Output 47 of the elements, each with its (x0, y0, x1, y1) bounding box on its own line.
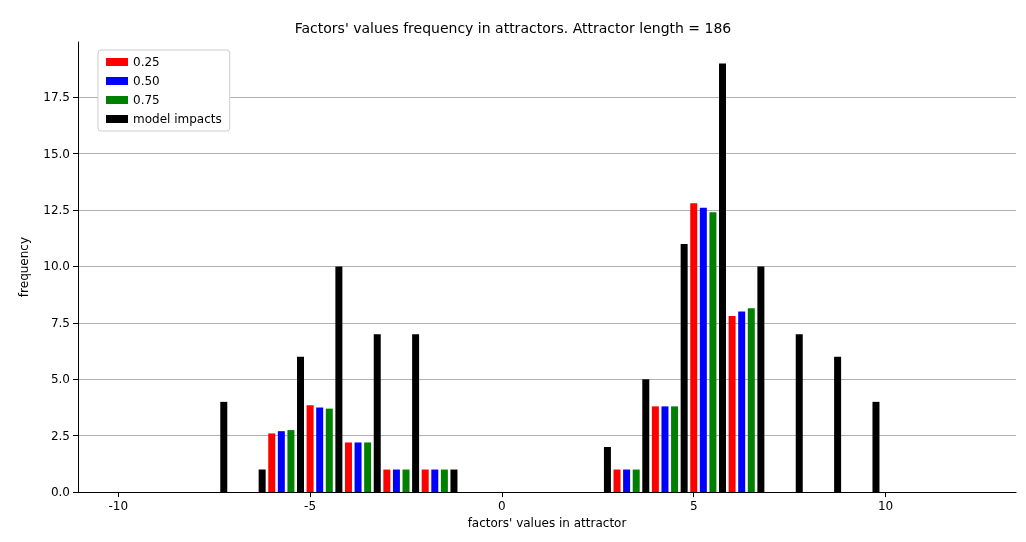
bar (402, 469, 410, 493)
y-tick-label: 15.0 (43, 146, 70, 161)
bar (268, 433, 276, 493)
legend-label: 0.75 (133, 93, 160, 107)
bar (392, 469, 400, 493)
legend-label: 0.25 (133, 55, 160, 69)
x-tick-label: 0 (498, 499, 506, 514)
y-tick-label: 10.0 (43, 259, 70, 274)
bar (431, 469, 439, 493)
y-tick-label: 7.5 (50, 315, 70, 330)
bar (277, 431, 285, 493)
bar (306, 405, 314, 493)
bar (632, 469, 640, 493)
chart-title: Factors' values frequency in attractors. Attractor length = 186 (294, 20, 732, 36)
bar (709, 212, 717, 493)
bar (440, 469, 448, 493)
bar (344, 442, 352, 493)
bar (661, 406, 669, 493)
y-tick-label: 2.5 (50, 428, 70, 443)
y-tick-label: 17.5 (43, 90, 70, 105)
bar (699, 207, 707, 493)
legend-label: model impacts (133, 112, 222, 126)
y-tick-label: 12.5 (43, 203, 70, 218)
bar (383, 469, 391, 493)
bar (738, 311, 746, 493)
y-tick-label: 5.0 (50, 372, 70, 387)
bar (747, 308, 755, 493)
bar (421, 469, 429, 493)
x-tick-label: 10 (877, 499, 894, 514)
bar (316, 407, 324, 493)
bar (651, 406, 659, 493)
bar (671, 406, 679, 493)
bar (623, 469, 631, 493)
y-axis-title: frequency (17, 236, 31, 298)
bar (690, 203, 698, 493)
bar (613, 469, 621, 493)
legend-label: 0.50 (133, 74, 160, 88)
x-tick-label: -10 (108, 499, 129, 514)
x-axis-title: factors' values in attractor (467, 516, 627, 530)
bar (287, 430, 295, 493)
bar (325, 408, 333, 493)
x-tick-label: -5 (304, 499, 317, 514)
x-tick-label: 5 (689, 499, 698, 514)
bar (364, 442, 372, 493)
bar (728, 316, 736, 493)
bar (354, 442, 362, 493)
y-tick-label: 0.0 (50, 485, 70, 500)
